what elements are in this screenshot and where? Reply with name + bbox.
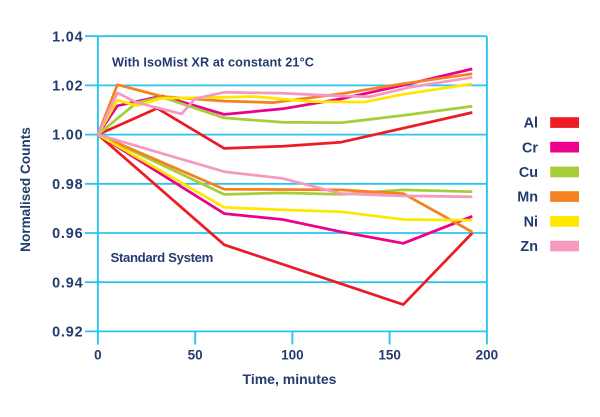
svg-text:200: 200 bbox=[476, 348, 499, 363]
svg-text:Zn: Zn bbox=[520, 239, 538, 255]
svg-text:50: 50 bbox=[188, 348, 203, 363]
svg-text:Al: Al bbox=[524, 116, 538, 132]
svg-text:Ni: Ni bbox=[524, 214, 538, 230]
svg-text:Cr: Cr bbox=[522, 140, 538, 156]
svg-text:0.96: 0.96 bbox=[52, 226, 83, 242]
svg-text:0: 0 bbox=[94, 348, 102, 363]
svg-text:Normalised Counts: Normalised Counts bbox=[18, 127, 33, 252]
svg-text:Time, minutes: Time, minutes bbox=[243, 371, 337, 387]
svg-text:With IsoMist XR at constant 21: With IsoMist XR at constant 21°C bbox=[112, 56, 314, 70]
svg-text:0.92: 0.92 bbox=[52, 325, 83, 341]
svg-text:1.02: 1.02 bbox=[52, 79, 83, 95]
svg-text:Standard System: Standard System bbox=[111, 250, 214, 265]
svg-text:Mn: Mn bbox=[517, 190, 538, 206]
svg-text:1.00: 1.00 bbox=[52, 128, 83, 144]
svg-text:100: 100 bbox=[281, 348, 304, 363]
svg-text:Cu: Cu bbox=[519, 165, 538, 181]
svg-text:0.94: 0.94 bbox=[52, 275, 83, 291]
svg-text:0.98: 0.98 bbox=[52, 177, 83, 193]
svg-text:150: 150 bbox=[378, 348, 401, 363]
svg-text:1.04: 1.04 bbox=[52, 29, 83, 45]
